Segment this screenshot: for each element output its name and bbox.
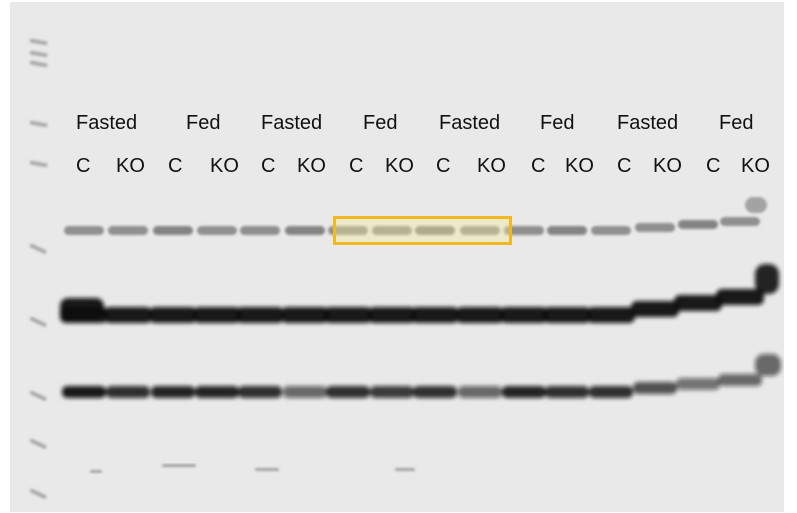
ladder-mark <box>29 50 48 58</box>
band-lower <box>106 386 150 398</box>
band-lower <box>283 386 327 398</box>
band-top <box>64 226 104 235</box>
label-genotype-9: C <box>436 155 451 177</box>
band-top <box>720 217 760 226</box>
band-middle <box>631 301 679 317</box>
band-top <box>328 226 368 235</box>
ladder-mark <box>29 438 47 449</box>
band-middle <box>149 307 197 323</box>
band-middle <box>587 307 635 323</box>
label-condition-6: Fed <box>540 112 575 134</box>
band-lower <box>676 378 720 390</box>
blot-bands <box>29 38 781 499</box>
label-condition-4: Fed <box>363 112 398 134</box>
band-middle <box>324 307 372 323</box>
label-genotype-3: C <box>168 155 183 177</box>
band-top <box>240 226 280 235</box>
label-genotype-13: C <box>617 155 632 177</box>
band-top <box>197 226 237 235</box>
ladder-mark <box>29 60 48 68</box>
label-genotype-16: KO <box>741 155 770 177</box>
ladder-mark <box>29 316 47 327</box>
band-top <box>415 226 455 235</box>
band-middle <box>543 307 591 323</box>
band-top <box>460 226 500 235</box>
band-middle <box>281 307 329 323</box>
band-row-middle <box>60 264 779 323</box>
label-genotype-11: C <box>531 155 546 177</box>
ladder-mark <box>29 160 48 168</box>
band-faint <box>90 470 102 473</box>
label-genotype-14: KO <box>653 155 682 177</box>
label-genotype-6: KO <box>297 155 326 177</box>
label-condition-7: Fasted <box>617 112 679 134</box>
band-faint <box>255 468 279 471</box>
band-middle <box>674 295 722 311</box>
band-lower <box>62 386 106 398</box>
label-genotype-2: KO <box>116 155 145 177</box>
band-lower <box>718 374 762 386</box>
band-faint <box>162 464 196 467</box>
band-middle <box>236 307 284 323</box>
ladder-mark <box>29 38 48 46</box>
band-top <box>108 226 148 235</box>
label-genotype-1: C <box>76 155 91 177</box>
label-genotype-12: KO <box>565 155 594 177</box>
band-middle <box>456 307 504 323</box>
ladder-mark <box>29 488 47 499</box>
label-genotype-10: KO <box>477 155 506 177</box>
band-lower <box>238 386 282 398</box>
band-top <box>635 223 675 232</box>
band-lower <box>633 382 677 394</box>
band-top <box>504 226 544 235</box>
label-genotype-15: C <box>706 155 721 177</box>
band-row-top <box>64 197 767 235</box>
label-condition-8: Fed <box>719 112 754 134</box>
label-genotype-4: KO <box>210 155 239 177</box>
band-top <box>678 220 718 229</box>
band-lower-smear <box>755 354 781 376</box>
label-condition-5: Fasted <box>439 112 501 134</box>
band-lower <box>195 386 239 398</box>
band-lower <box>326 386 370 398</box>
band-top <box>547 226 587 235</box>
band-middle-smear <box>755 264 779 294</box>
label-condition-2: Fed <box>186 112 221 134</box>
label-condition-1: Fasted <box>76 112 138 134</box>
band-lower <box>458 386 502 398</box>
band-top <box>285 226 325 235</box>
band-lower <box>589 386 633 398</box>
band-middle <box>104 307 152 323</box>
ladder-mark <box>29 390 47 401</box>
band-lower <box>151 386 195 398</box>
band-top <box>372 226 412 235</box>
highlight-box <box>333 216 512 245</box>
band-row-lower <box>62 354 781 398</box>
band-lower <box>413 386 457 398</box>
band-top <box>591 226 631 235</box>
molecular-weight-ladder <box>29 38 48 499</box>
band-top <box>153 226 193 235</box>
band-lower <box>502 386 546 398</box>
band-middle <box>716 289 764 305</box>
ladder-mark <box>29 120 48 128</box>
band-lower <box>545 386 589 398</box>
band-middle-edge <box>60 298 104 320</box>
label-genotype-5: C <box>261 155 276 177</box>
label-genotype-8: KO <box>385 155 414 177</box>
band-middle <box>368 307 416 323</box>
band-faint <box>395 468 415 471</box>
label-genotype-7: C <box>349 155 364 177</box>
band-lower <box>370 386 414 398</box>
band-middle <box>500 307 548 323</box>
band-middle <box>193 307 241 323</box>
band-middle <box>411 307 459 323</box>
label-condition-3: Fasted <box>261 112 323 134</box>
band-row-faint <box>90 464 415 473</box>
western-blot-membrane <box>10 2 784 512</box>
ladder-mark <box>29 243 47 254</box>
band-top-smear <box>745 197 767 213</box>
